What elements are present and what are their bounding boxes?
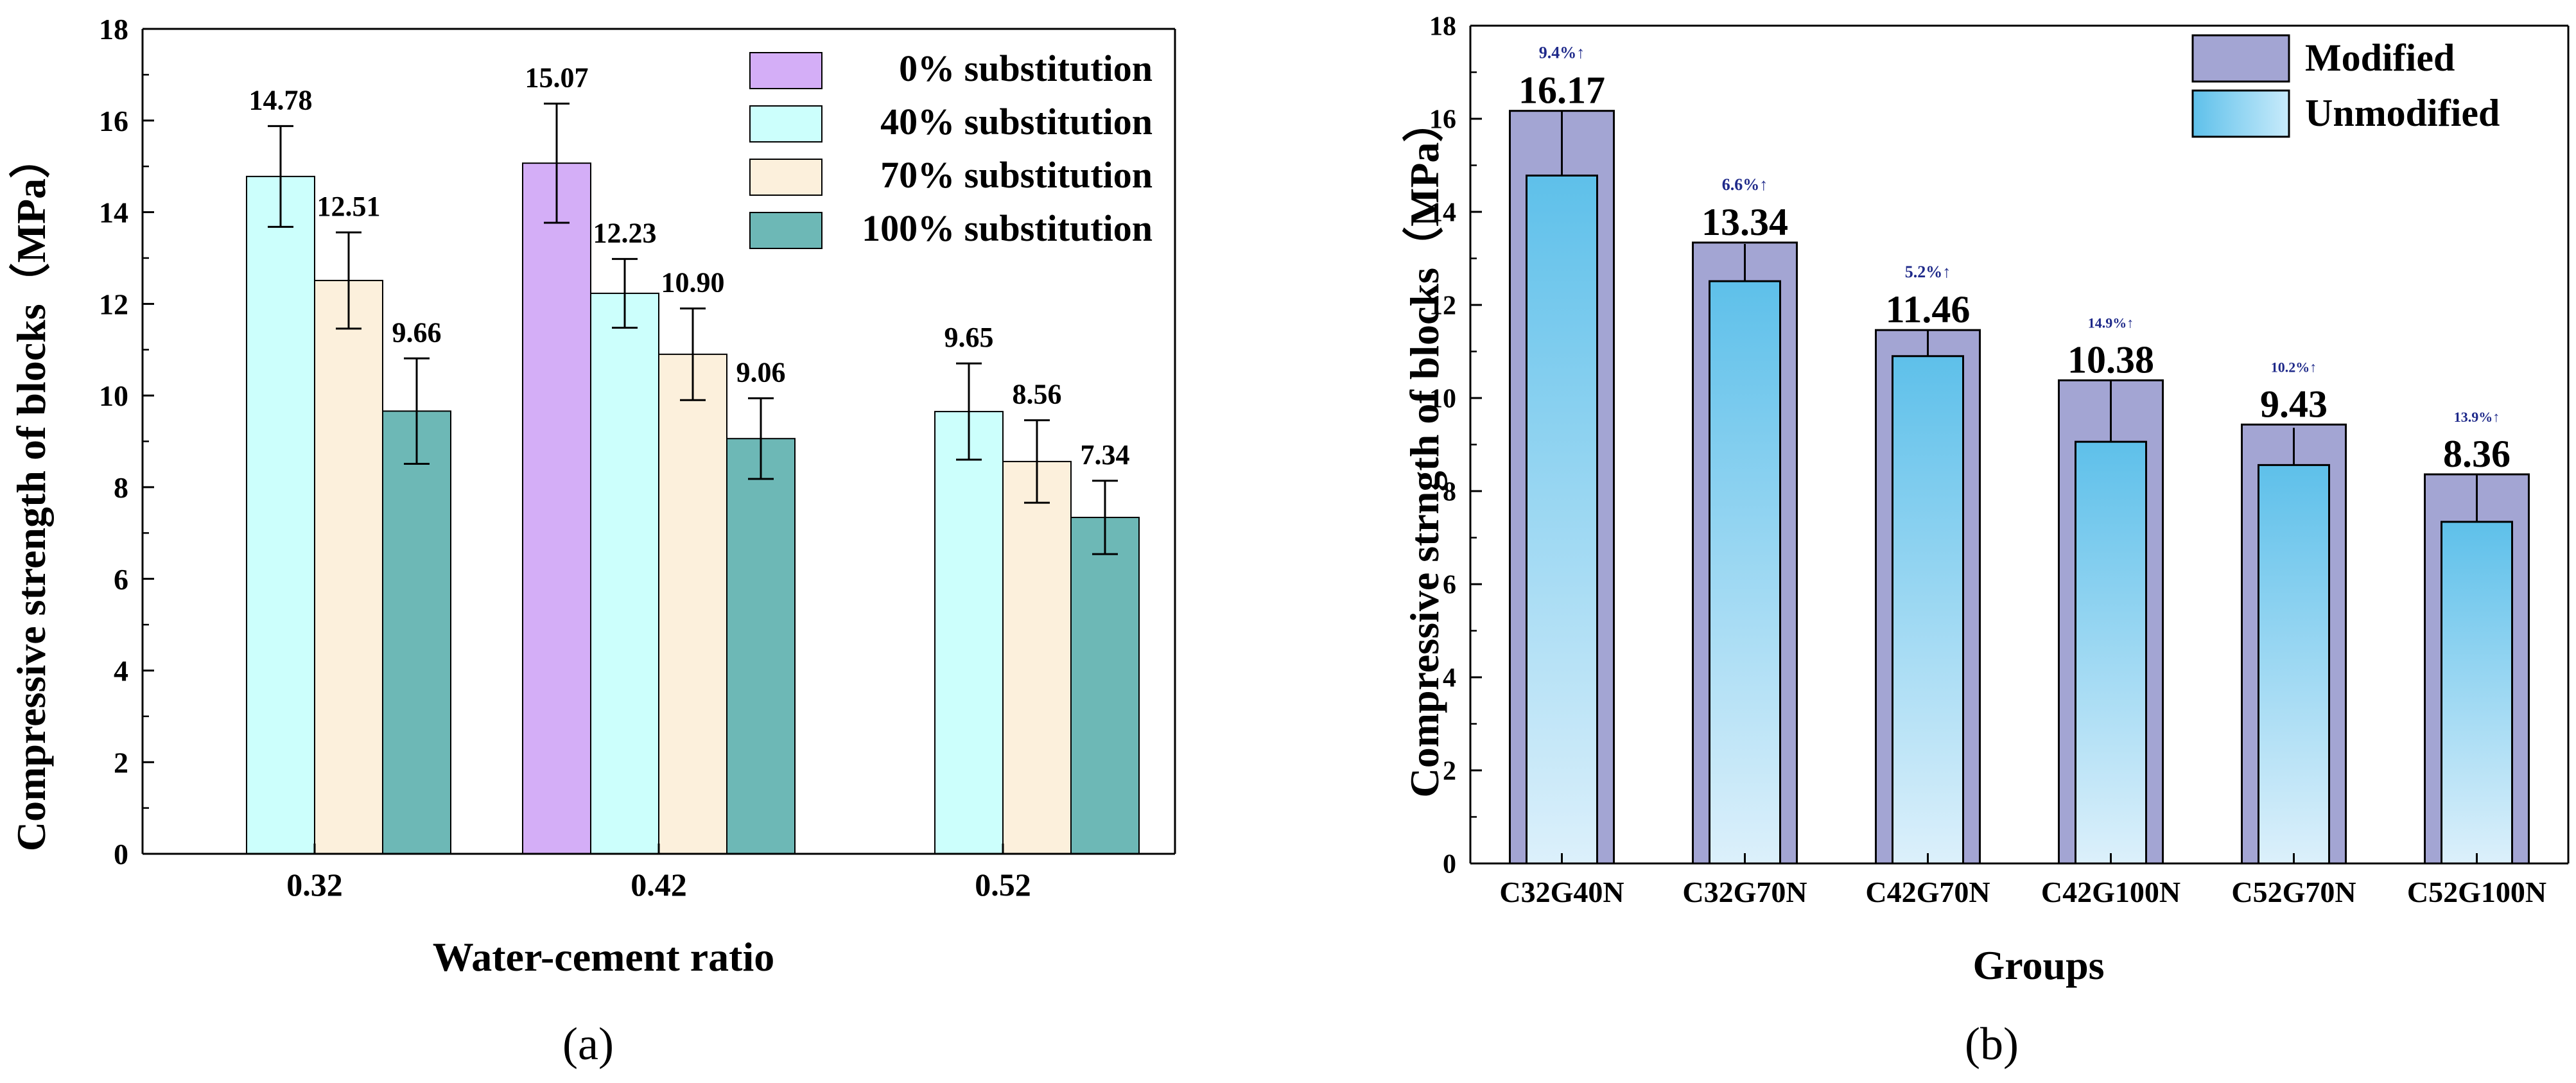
b-error-bars [1561, 110, 2478, 522]
a-y-tick-label: 2 [114, 746, 128, 779]
a-x-tick-label: 0.32 [286, 867, 343, 903]
a-legend-70-substitution-swatch [749, 159, 822, 196]
b-y-tick-label: 18 [1429, 12, 1456, 42]
a-70-substitution-bar [658, 353, 727, 854]
a-legend-40-substitution-swatch [749, 105, 822, 143]
a-70-substitution-bar [314, 279, 383, 854]
a-100-substitution-value-label: 7.34 [1081, 439, 1130, 471]
b-data-labels: 16.17 13.34 11.46 10.38 9.43 8.36 [1519, 69, 2511, 475]
b-c32g70n-increase-annotation: 6.6%↑ [1722, 175, 1768, 194]
b-legend: Modified Unmodified [2191, 34, 2500, 138]
b-x-tick-label: C52G100N [2407, 876, 2546, 908]
b-x-axis-label: Groups [1972, 942, 2104, 988]
b-c32g40n-value-label: 16.17 [1519, 69, 1605, 112]
b-c42g70n-increase-annotation: 5.2%↑ [1905, 263, 1951, 281]
a-bars [246, 162, 1140, 855]
a-100-substitution-bar [1070, 517, 1140, 854]
a-legend: 0% substitution 40% substitution 70% subst… [749, 48, 1153, 249]
a-legend-0-substitution-swatch [749, 52, 822, 89]
a-x-axis-label: Water-cement ratio [433, 934, 774, 980]
a-legend-70-substitution-label: 70% substitution [880, 154, 1153, 196]
a-40-substitution-value-label: 9.65 [944, 322, 994, 353]
a-y-tick-label: 14 [99, 196, 128, 229]
a-y-tick-label: 16 [99, 105, 128, 137]
b-x-tick-label: C32G40N [1499, 876, 1624, 908]
a-0-substitution-bar [522, 162, 591, 855]
a-40-substitution-bar [590, 292, 659, 854]
a-y-tick-label: 6 [114, 563, 128, 596]
b-y-tick-label: 0 [1443, 850, 1456, 879]
b-legend-unmodified-swatch [2191, 89, 2290, 138]
b-c52g70n-value-label: 9.43 [2260, 383, 2328, 425]
a-100-substitution-value-label: 9.06 [736, 356, 786, 388]
a-0-substitution-value-label: 15.07 [525, 62, 589, 93]
b-legend-modified-swatch [2191, 34, 2290, 83]
b-c42g70n-value-label: 11.46 [1886, 288, 1971, 331]
b-y-tick-label: 10 [1429, 385, 1456, 414]
a-axes: 0 2 4 6 8 10 12 14 16 18 0.32 0.42 0.52 [99, 13, 1176, 903]
b-y-tick-label: 14 [1429, 198, 1456, 228]
a-y-tick-label: 8 [114, 471, 128, 504]
a-70-substitution-value-label: 8.56 [1013, 379, 1062, 410]
a-70-substitution-value-label: 12.51 [317, 191, 381, 222]
a-x-tick-label: 0.52 [975, 867, 1031, 903]
b-y-axis-label: Compressive strngth of blocks（MPa） [1402, 101, 1447, 798]
a-y-tick-label: 18 [99, 13, 128, 46]
b-c52g100n-value-label: 8.36 [2443, 433, 2511, 475]
chart-b: 16.17 13.34 11.46 10.38 9.43 8.36 9.4%↑ 6.6%↑ 5… [1402, 12, 2570, 1070]
a-y-tick-label: 10 [99, 379, 128, 412]
b-c32g40n-unmodified-bar [1526, 174, 1598, 865]
b-c52g100n-increase-annotation: 13.9%↑ [2454, 409, 2500, 425]
a-legend-100-substitution-swatch [749, 212, 822, 249]
a-100-substitution-bar [726, 438, 796, 854]
b-x-tick-label: C42G70N [1865, 876, 1990, 908]
a-legend-100-substitution-label: 100% substitution [862, 207, 1153, 249]
panel-a-label: (a) [562, 1018, 614, 1070]
b-c42g100n-increase-annotation: 14.9%↑ [2088, 315, 2134, 331]
a-40-substitution-bar [246, 175, 315, 855]
b-c32g70n-value-label: 13.34 [1701, 201, 1788, 243]
a-100-substitution-value-label: 9.66 [392, 316, 442, 348]
a-y-tick-label: 4 [114, 655, 128, 688]
b-c32g40n-increase-annotation: 9.4%↑ [1539, 44, 1585, 62]
b-c42g70n-unmodified-bar [1892, 355, 1964, 865]
b-c42g100n-value-label: 10.38 [2067, 338, 2154, 381]
b-c52g100n-unmodified-bar [2441, 521, 2513, 865]
b-c42g100n-unmodified-bar [2075, 440, 2147, 865]
b-y-tick-label: 12 [1429, 291, 1456, 321]
panel-b-label: (b) [1965, 1018, 2019, 1070]
a-40-substitution-value-label: 14.78 [249, 84, 313, 116]
b-c32g70n-unmodified-bar [1709, 280, 1781, 865]
a-error-bars [268, 102, 1118, 555]
b-bars [1509, 110, 2530, 865]
b-axes: 0 2 4 6 8 10 12 14 16 18 C32G40N C32G70N C42G70N C42G… [1429, 12, 2570, 908]
b-y-tick-label: 8 [1443, 478, 1456, 507]
a-legend-40-substitution-label: 40% substitution [880, 101, 1153, 143]
b-y-tick-label: 16 [1429, 105, 1456, 135]
b-x-tick-label: C52G70N [2231, 876, 2356, 908]
a-40-substitution-bar [934, 411, 1004, 854]
a-70-substitution-value-label: 10.90 [661, 266, 725, 298]
b-c52g70n-unmodified-bar [2258, 464, 2330, 865]
b-legend-unmodified-label: Unmodified [2305, 92, 2500, 134]
a-y-tick-label: 0 [114, 838, 128, 871]
a-100-substitution-bar [382, 410, 451, 854]
b-y-tick-label: 2 [1443, 757, 1456, 786]
a-y-axis-label: Compressive strength of blocks（MPa） [8, 137, 54, 851]
b-legend-modified-label: Modified [2305, 37, 2455, 79]
b-x-tick-label: C42G100N [2041, 876, 2180, 908]
b-c52g70n-increase-annotation: 10.2%↑ [2271, 359, 2317, 375]
a-70-substitution-bar [1002, 460, 1072, 854]
b-annotations: 9.4%↑ 6.6%↑ 5.2%↑ 14.9%↑ 10.2%↑ 13.9%↑ [1539, 44, 2500, 425]
b-y-tick-label: 6 [1443, 571, 1456, 600]
a-legend-0-substitution-label: 0% substitution [899, 48, 1153, 89]
a-40-substitution-value-label: 12.23 [593, 217, 657, 248]
a-y-tick-label: 12 [99, 288, 128, 320]
b-y-tick-label: 4 [1443, 664, 1456, 693]
a-x-tick-label: 0.42 [631, 867, 687, 903]
b-x-tick-label: C32G70N [1682, 876, 1807, 908]
